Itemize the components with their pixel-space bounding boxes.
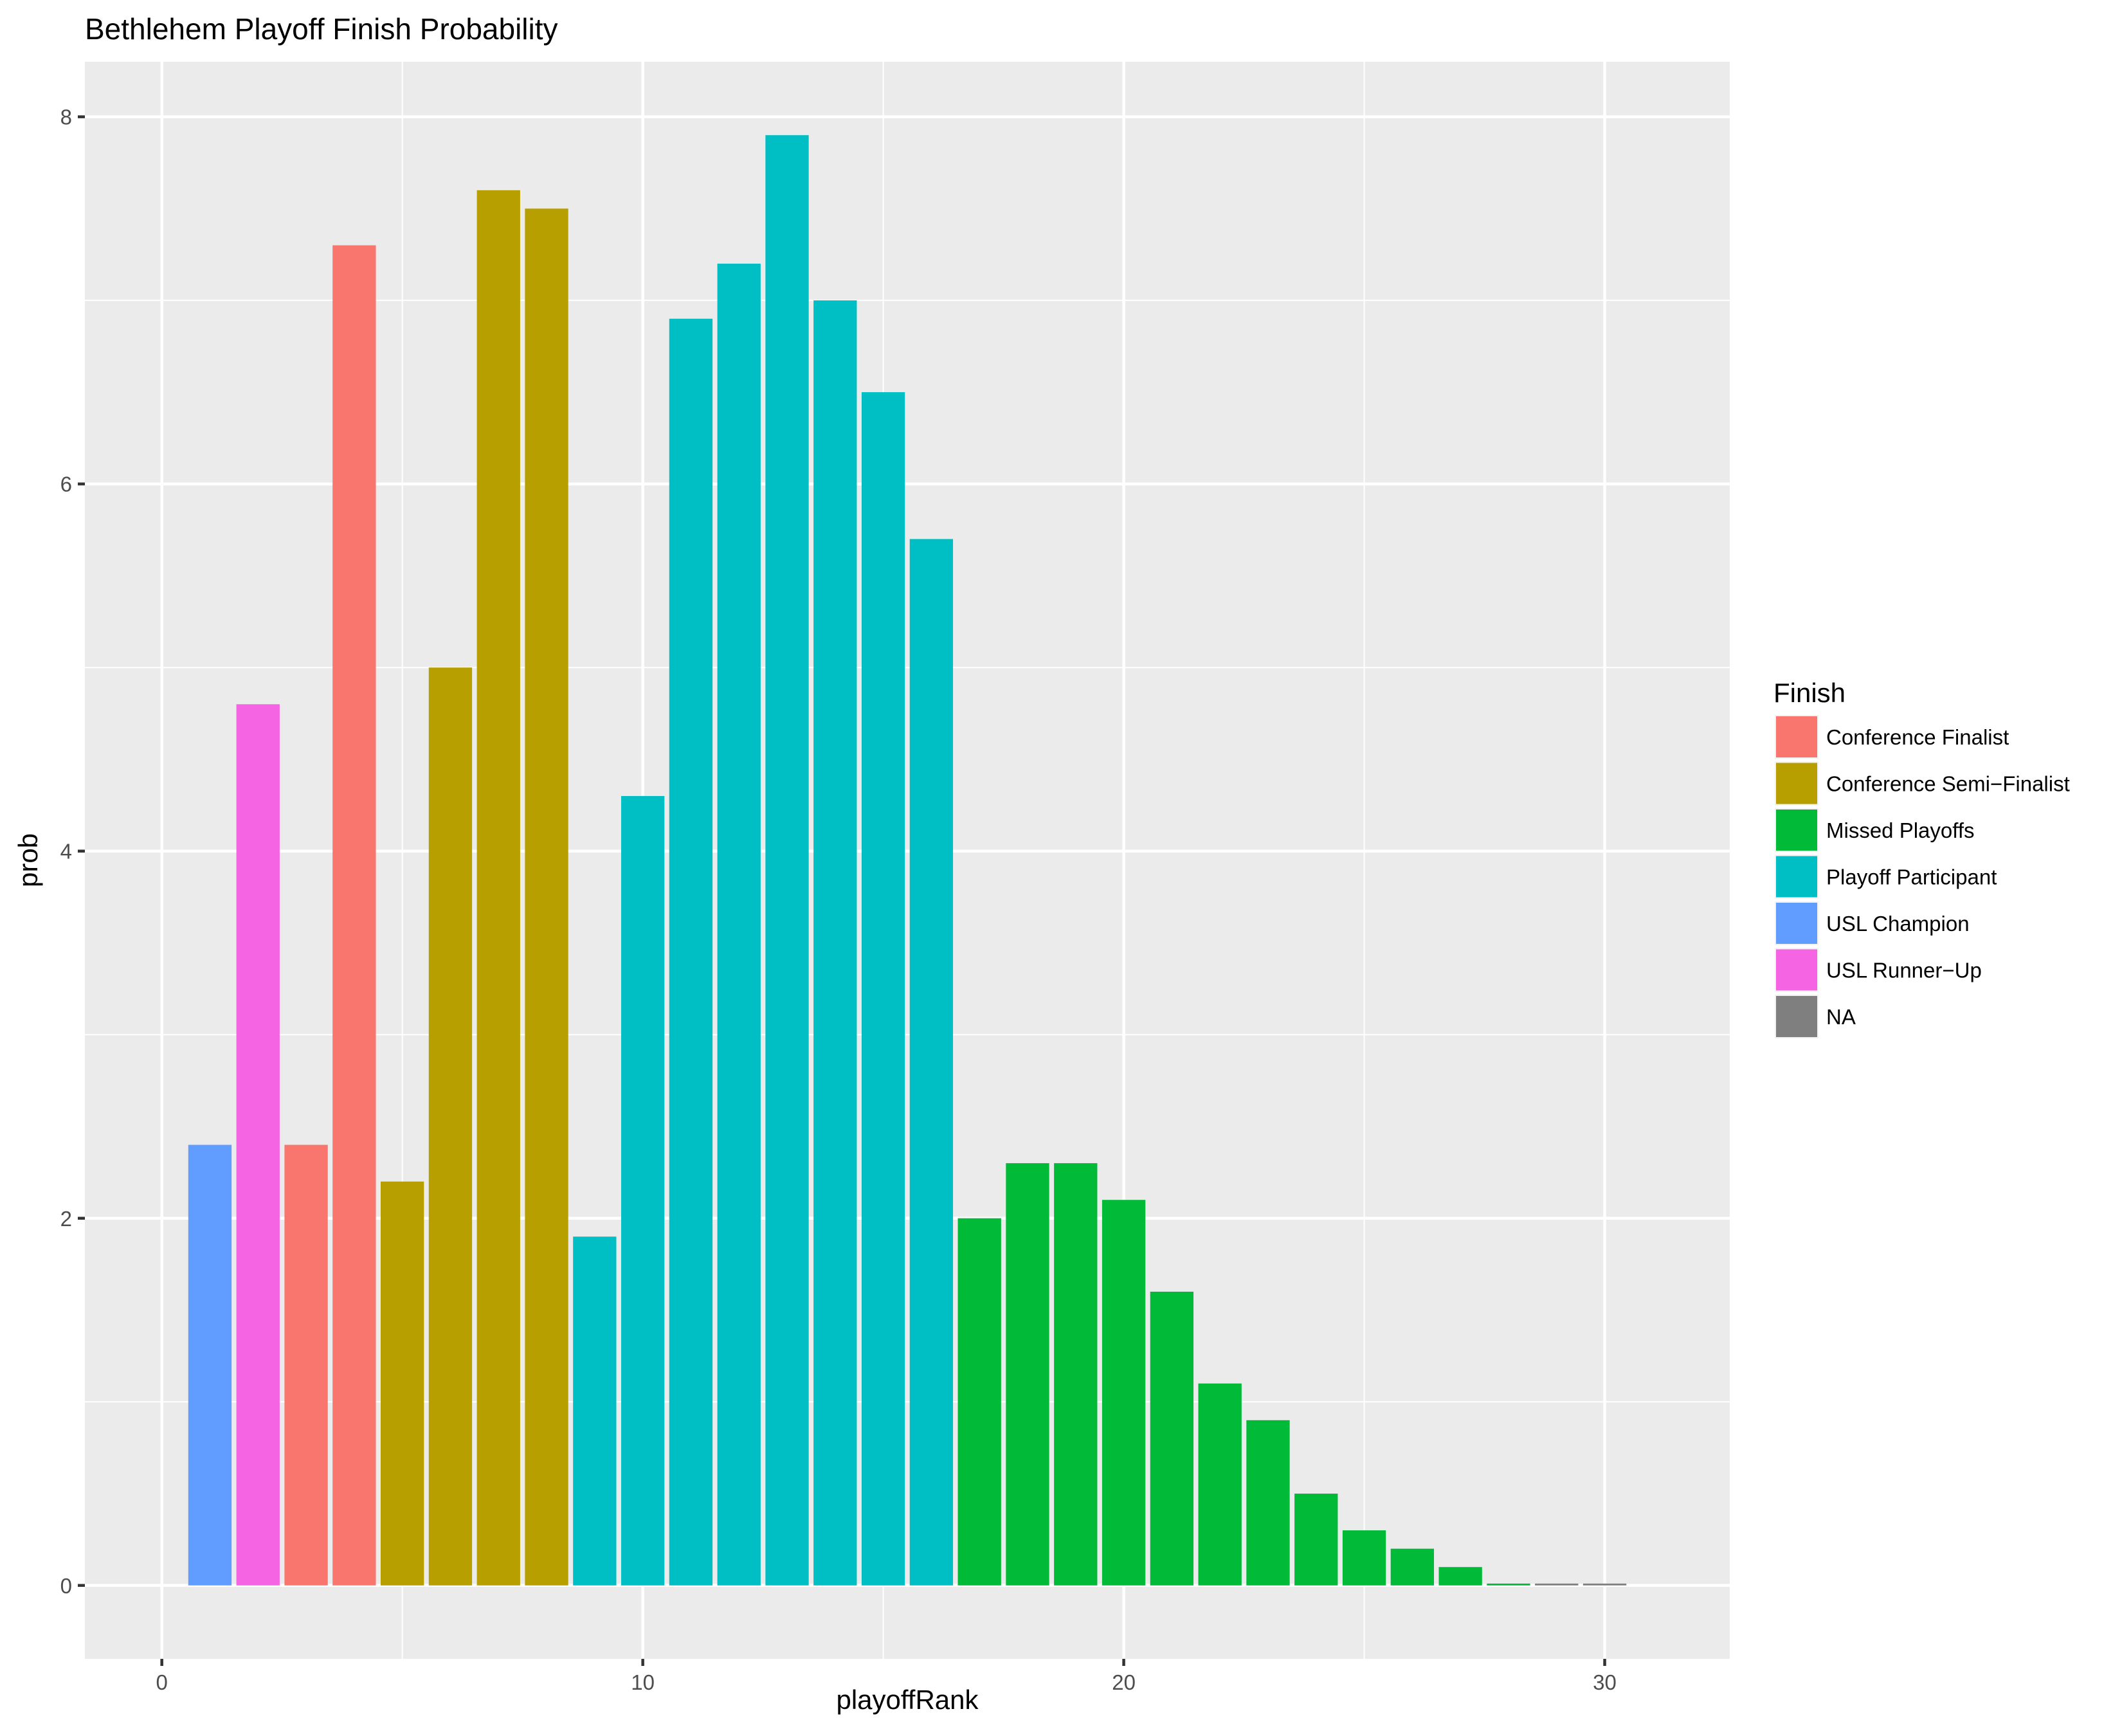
legend-label: Conference Finalist <box>1826 725 2009 749</box>
bar-rank-5 <box>380 1181 424 1586</box>
legend-swatch <box>1776 763 1817 804</box>
x-tick-label: 0 <box>156 1670 167 1694</box>
bar-rank-28 <box>1487 1583 1530 1586</box>
bar-rank-7 <box>476 190 520 1586</box>
legend-swatch <box>1776 903 1817 944</box>
y-tick-label: 4 <box>60 840 72 863</box>
bar-rank-8 <box>525 208 568 1586</box>
legend-swatch <box>1776 996 1817 1037</box>
bar-rank-16 <box>909 539 954 1586</box>
legend-swatch <box>1776 716 1817 757</box>
y-tick-label: 8 <box>60 105 72 129</box>
legend-label: Playoff Participant <box>1826 865 1997 889</box>
bar-rank-23 <box>1246 1420 1290 1586</box>
x-tick-label: 10 <box>631 1670 655 1694</box>
bar-rank-20 <box>1102 1200 1146 1586</box>
y-axis: 0 2 4 6 8 <box>60 105 85 1598</box>
y-tick-label: 2 <box>60 1207 72 1231</box>
legend-swatch <box>1776 856 1817 898</box>
bar-rank-14 <box>813 300 857 1586</box>
x-tick-label: 20 <box>1112 1670 1136 1694</box>
y-tick-label: 6 <box>60 473 72 496</box>
legend-label: USL Runner−Up <box>1826 959 1982 982</box>
x-tick-label: 30 <box>1593 1670 1617 1694</box>
y-tick-label: 0 <box>60 1574 72 1598</box>
bar-rank-4 <box>332 245 376 1586</box>
bar-rank-6 <box>428 667 473 1586</box>
bar-rank-15 <box>861 392 905 1586</box>
legend-label: Conference Semi−Finalist <box>1826 772 2070 796</box>
bar-rank-10 <box>621 796 665 1586</box>
chart-title: Bethlehem Playoff Finish Probability <box>85 12 558 46</box>
bar-rank-17 <box>957 1218 1001 1586</box>
bar-rank-18 <box>1006 1163 1049 1586</box>
bar-rank-30 <box>1582 1583 1627 1586</box>
legend: Finish Conference Finalist Conference Sem… <box>1773 678 2070 1038</box>
bar-rank-22 <box>1198 1383 1242 1586</box>
legend-label: Missed Playoffs <box>1826 818 1974 842</box>
y-axis-title: prob <box>13 833 43 887</box>
bar-rank-29 <box>1535 1583 1579 1586</box>
bar-rank-19 <box>1054 1163 1098 1586</box>
bar-rank-2 <box>236 704 280 1586</box>
x-axis: 0 10 20 30 <box>156 1659 1617 1694</box>
bar-rank-1 <box>188 1144 232 1586</box>
bars <box>188 135 1627 1586</box>
bar-rank-12 <box>717 264 761 1586</box>
bar-rank-27 <box>1438 1567 1482 1586</box>
legend-swatch <box>1776 809 1817 851</box>
bar-rank-26 <box>1390 1548 1435 1586</box>
plot-panel <box>85 62 1730 1659</box>
bar-rank-9 <box>573 1236 617 1586</box>
legend-label: NA <box>1826 1005 1856 1029</box>
bar-rank-3 <box>284 1144 328 1586</box>
legend-label: USL Champion <box>1826 912 1970 936</box>
bar-rank-13 <box>765 135 809 1586</box>
x-axis-title: playoffRank <box>836 1685 979 1715</box>
bar-rank-21 <box>1150 1291 1194 1586</box>
bar-rank-24 <box>1294 1494 1338 1586</box>
bar-rank-25 <box>1342 1530 1386 1586</box>
bar-rank-11 <box>669 318 713 1586</box>
legend-title: Finish <box>1773 678 1845 708</box>
legend-swatch <box>1776 949 1817 991</box>
